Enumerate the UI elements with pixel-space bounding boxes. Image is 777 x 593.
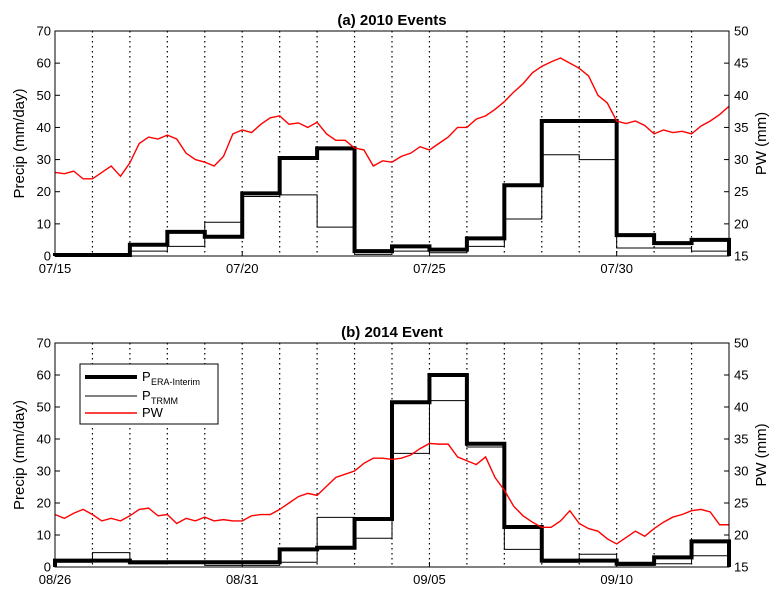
- right-y-tick-label: 50: [734, 24, 748, 39]
- series-p-trmm-step: [54, 154, 730, 256]
- left-y-tick-label: 10: [37, 216, 51, 231]
- x-tick-label: 08/26: [39, 572, 72, 587]
- right-y-tick-label: 45: [734, 56, 748, 71]
- left-y-tick-label: 0: [44, 560, 51, 575]
- right-y-tick-label: 35: [734, 120, 748, 135]
- right-y-tick-label: 15: [734, 560, 748, 575]
- panel-b-2014-event: 0 10 20 30 40 50 60 70 15 20 25 30 35 40 45 50 08/26 08/3…: [11, 324, 770, 587]
- right-y-tick-label: 45: [734, 368, 748, 383]
- right-y-tick-label: 20: [734, 216, 748, 231]
- right-y-tick-label: 25: [734, 496, 748, 511]
- right-y-tick-label: 30: [734, 152, 748, 167]
- x-tick-label: 07/25: [413, 261, 446, 276]
- x-tick-label: 09/10: [600, 572, 633, 587]
- legend-label-subscript: TRMM: [151, 396, 178, 406]
- axes-box: [54, 342, 730, 568]
- left-y-tick-label: 60: [37, 56, 51, 71]
- series-pw-line: [54, 442, 729, 545]
- y-axis-label-left: Precip (mm/day): [11, 400, 28, 510]
- legend-label: P: [142, 388, 151, 403]
- legend-box: [79, 363, 219, 425]
- panel-a-2010-events: 0 10 20 30 40 50 60 70 15 20 25 30 35 40 45 50 07/15 07/2…: [11, 12, 770, 276]
- right-y-tick-label: 25: [734, 184, 748, 199]
- x-tick-label: 07/15: [39, 261, 72, 276]
- left-y-tick-label: 20: [37, 184, 51, 199]
- y-axis-label-left: Precip (mm/day): [11, 88, 28, 198]
- left-y-tick-label: 70: [37, 336, 51, 351]
- left-y-tick-label: 20: [37, 496, 51, 511]
- series-p-era-interim-step: [53, 119, 731, 258]
- left-y-tick-label: 10: [37, 528, 51, 543]
- x-tick-label: 07/20: [226, 261, 259, 276]
- right-y-tick-label: 20: [734, 528, 748, 543]
- left-y-tick-label: 40: [37, 120, 51, 135]
- right-y-tick-label: 30: [734, 464, 748, 479]
- x-tick-label: 09/05: [413, 572, 446, 587]
- right-y-tick-label: 50: [734, 336, 748, 351]
- x-tick-label: 08/31: [226, 572, 259, 587]
- right-y-tick-label: 40: [734, 88, 748, 103]
- series-pw-line: [54, 57, 730, 180]
- right-y-tick-label: 15: [734, 249, 748, 264]
- y-axis-label-right: PW (mm): [753, 423, 770, 486]
- y-axis-label-right: PW (mm): [753, 112, 770, 175]
- chart-title: (b) 2014 Event: [341, 324, 443, 341]
- left-y-tick-label: 60: [37, 368, 51, 383]
- left-y-tick-label: 30: [37, 464, 51, 479]
- left-y-tick-label: 50: [37, 400, 51, 415]
- legend-label-subscript: ERA-Interim: [151, 377, 200, 387]
- left-y-tick-label: 30: [37, 152, 51, 167]
- right-y-tick-label: 40: [734, 400, 748, 415]
- chart-title: (a) 2010 Events: [337, 12, 446, 29]
- left-y-tick-label: 40: [37, 432, 51, 447]
- left-y-tick-label: 0: [44, 249, 51, 264]
- legend-label: PW: [142, 405, 164, 420]
- left-y-tick-label: 70: [37, 24, 51, 39]
- legend-label: P: [142, 369, 151, 384]
- left-y-tick-label: 50: [37, 88, 51, 103]
- x-tick-label: 07/30: [600, 261, 633, 276]
- axes-box: [54, 30, 730, 257]
- right-y-tick-label: 35: [734, 432, 748, 447]
